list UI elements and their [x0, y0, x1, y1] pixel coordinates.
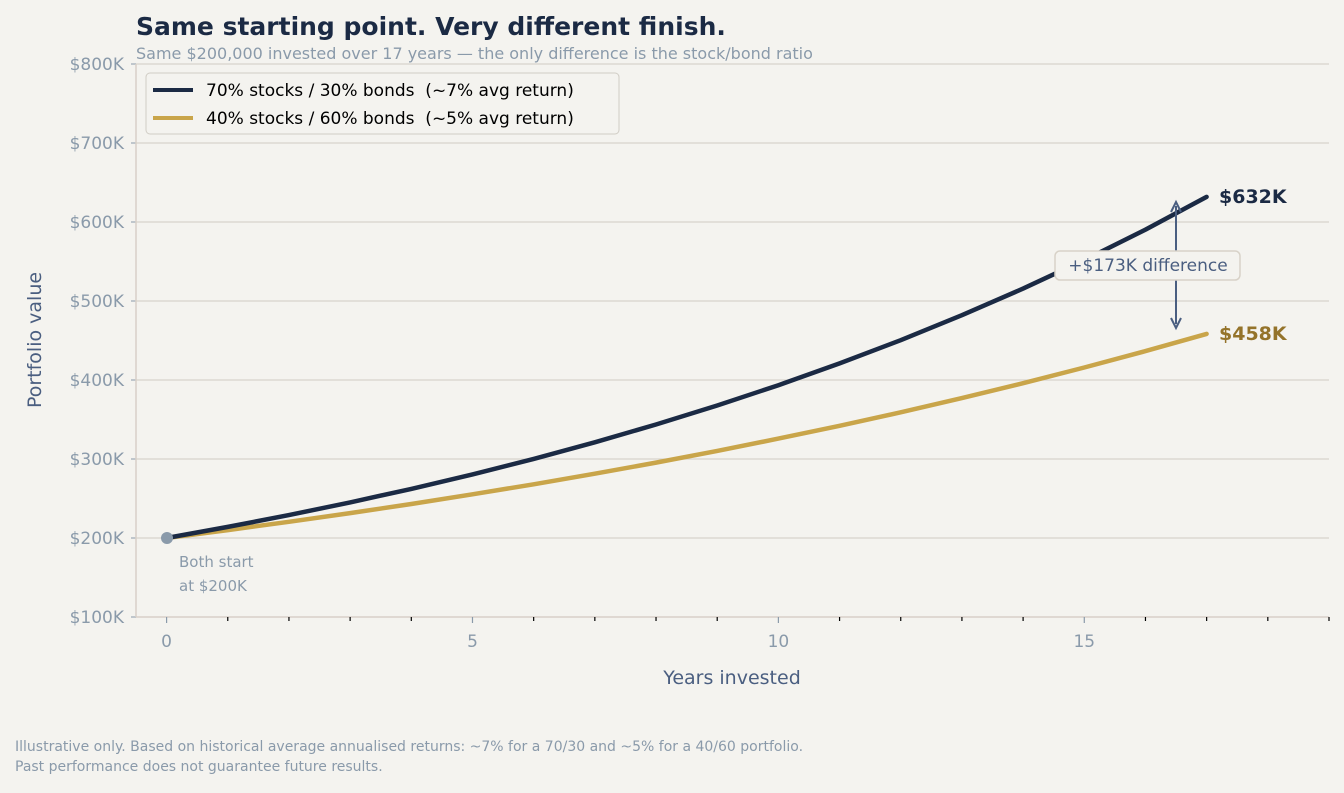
- chart-title: Same starting point. Very different fini…: [136, 12, 726, 41]
- end-label-40-60: $458K: [1219, 323, 1288, 345]
- x-tick-label: 0: [161, 632, 172, 652]
- footnote-line1: Illustrative only. Based on historical a…: [15, 739, 803, 755]
- legend-label-70-30: 70% stocks / 30% bonds (~7% avg return): [206, 81, 574, 101]
- start-point: [161, 532, 173, 544]
- y-tick-label: $100K: [70, 608, 125, 628]
- y-tick-label: $300K: [70, 450, 125, 470]
- difference-annotation: +$173K difference: [1054, 199, 1241, 331]
- y-tick-label: $200K: [70, 529, 125, 549]
- legend-label-40-60: 40% stocks / 60% bonds (~5% avg return): [206, 109, 574, 129]
- line-70-30: [164, 194, 1209, 541]
- end-label-70-30: $632K: [1219, 186, 1288, 208]
- y-tick-label: $400K: [70, 371, 125, 391]
- arrow-down-icon: [1170, 317, 1182, 331]
- x-tick-label: 15: [1073, 632, 1095, 652]
- difference-label: +$173K difference: [1068, 256, 1227, 276]
- legend: 70% stocks / 30% bonds (~7% avg return) …: [145, 72, 620, 135]
- x-tick-label: 5: [467, 632, 478, 652]
- start-annotation-line1: Both start: [179, 553, 254, 571]
- x-tick-label: 10: [768, 632, 790, 652]
- line-40-60: [164, 331, 1209, 541]
- y-axis-label: Portfolio value: [24, 272, 46, 408]
- y-tick-label: $700K: [70, 134, 125, 154]
- y-tick-label: $800K: [70, 55, 125, 75]
- footnote-line2: Past performance does not guarantee futu…: [15, 759, 383, 775]
- start-annotation-line2: at $200K: [179, 577, 248, 595]
- y-tick-label: $600K: [70, 213, 125, 233]
- x-axis-label: Years invested: [662, 667, 801, 689]
- y-tick-label: $500K: [70, 292, 125, 312]
- arrow-up-icon: [1170, 199, 1182, 213]
- chart-subtitle: Same $200,000 invested over 17 years — t…: [136, 44, 813, 63]
